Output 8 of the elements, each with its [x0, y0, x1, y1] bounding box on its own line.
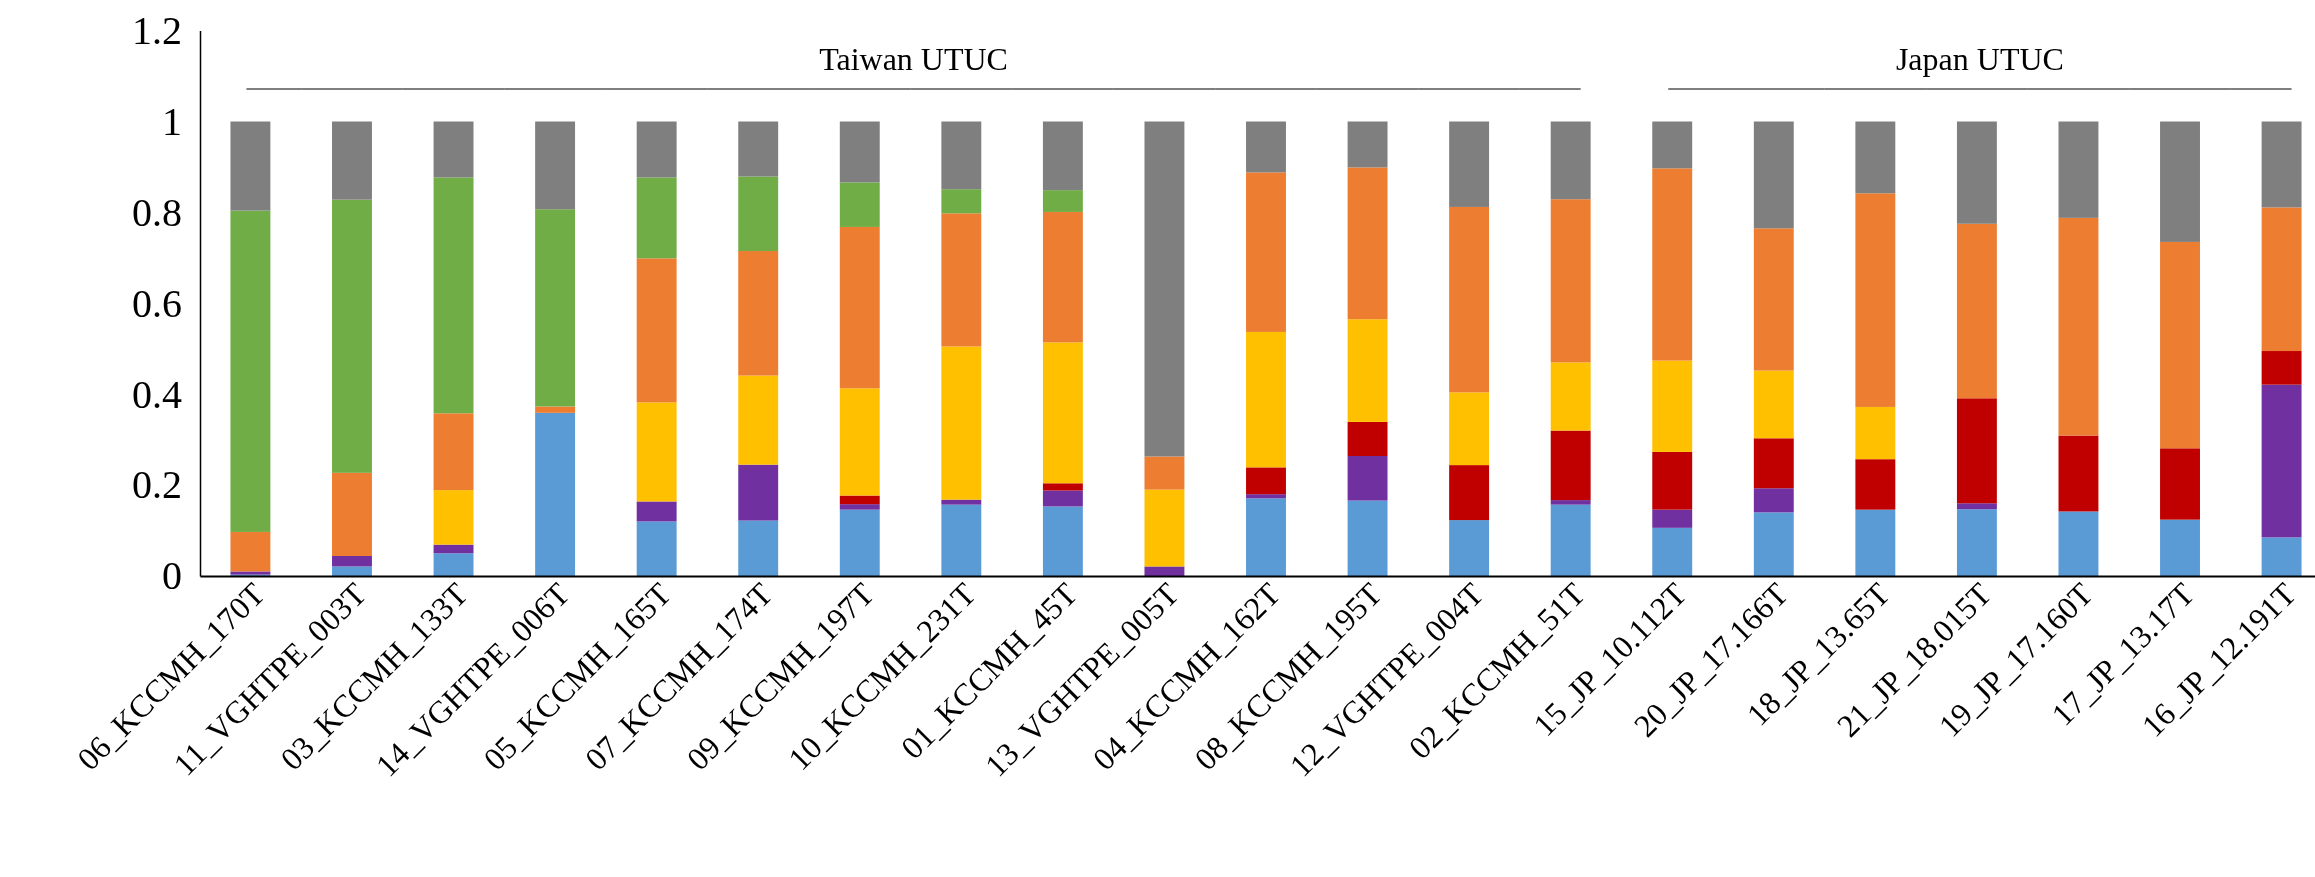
y-tick-label: 0.8 [132, 189, 182, 235]
y-tick-label: 1.2 [132, 7, 182, 53]
annotation: Japan UTUC [1895, 41, 2064, 77]
y-tick-label: 0.4 [132, 371, 182, 417]
y-tick-label: 0.6 [132, 280, 182, 326]
y-tick-label: 1 [162, 98, 182, 144]
annotation: Taiwan UTUC [819, 41, 1008, 77]
y-tick-label: 0.2 [132, 462, 182, 508]
